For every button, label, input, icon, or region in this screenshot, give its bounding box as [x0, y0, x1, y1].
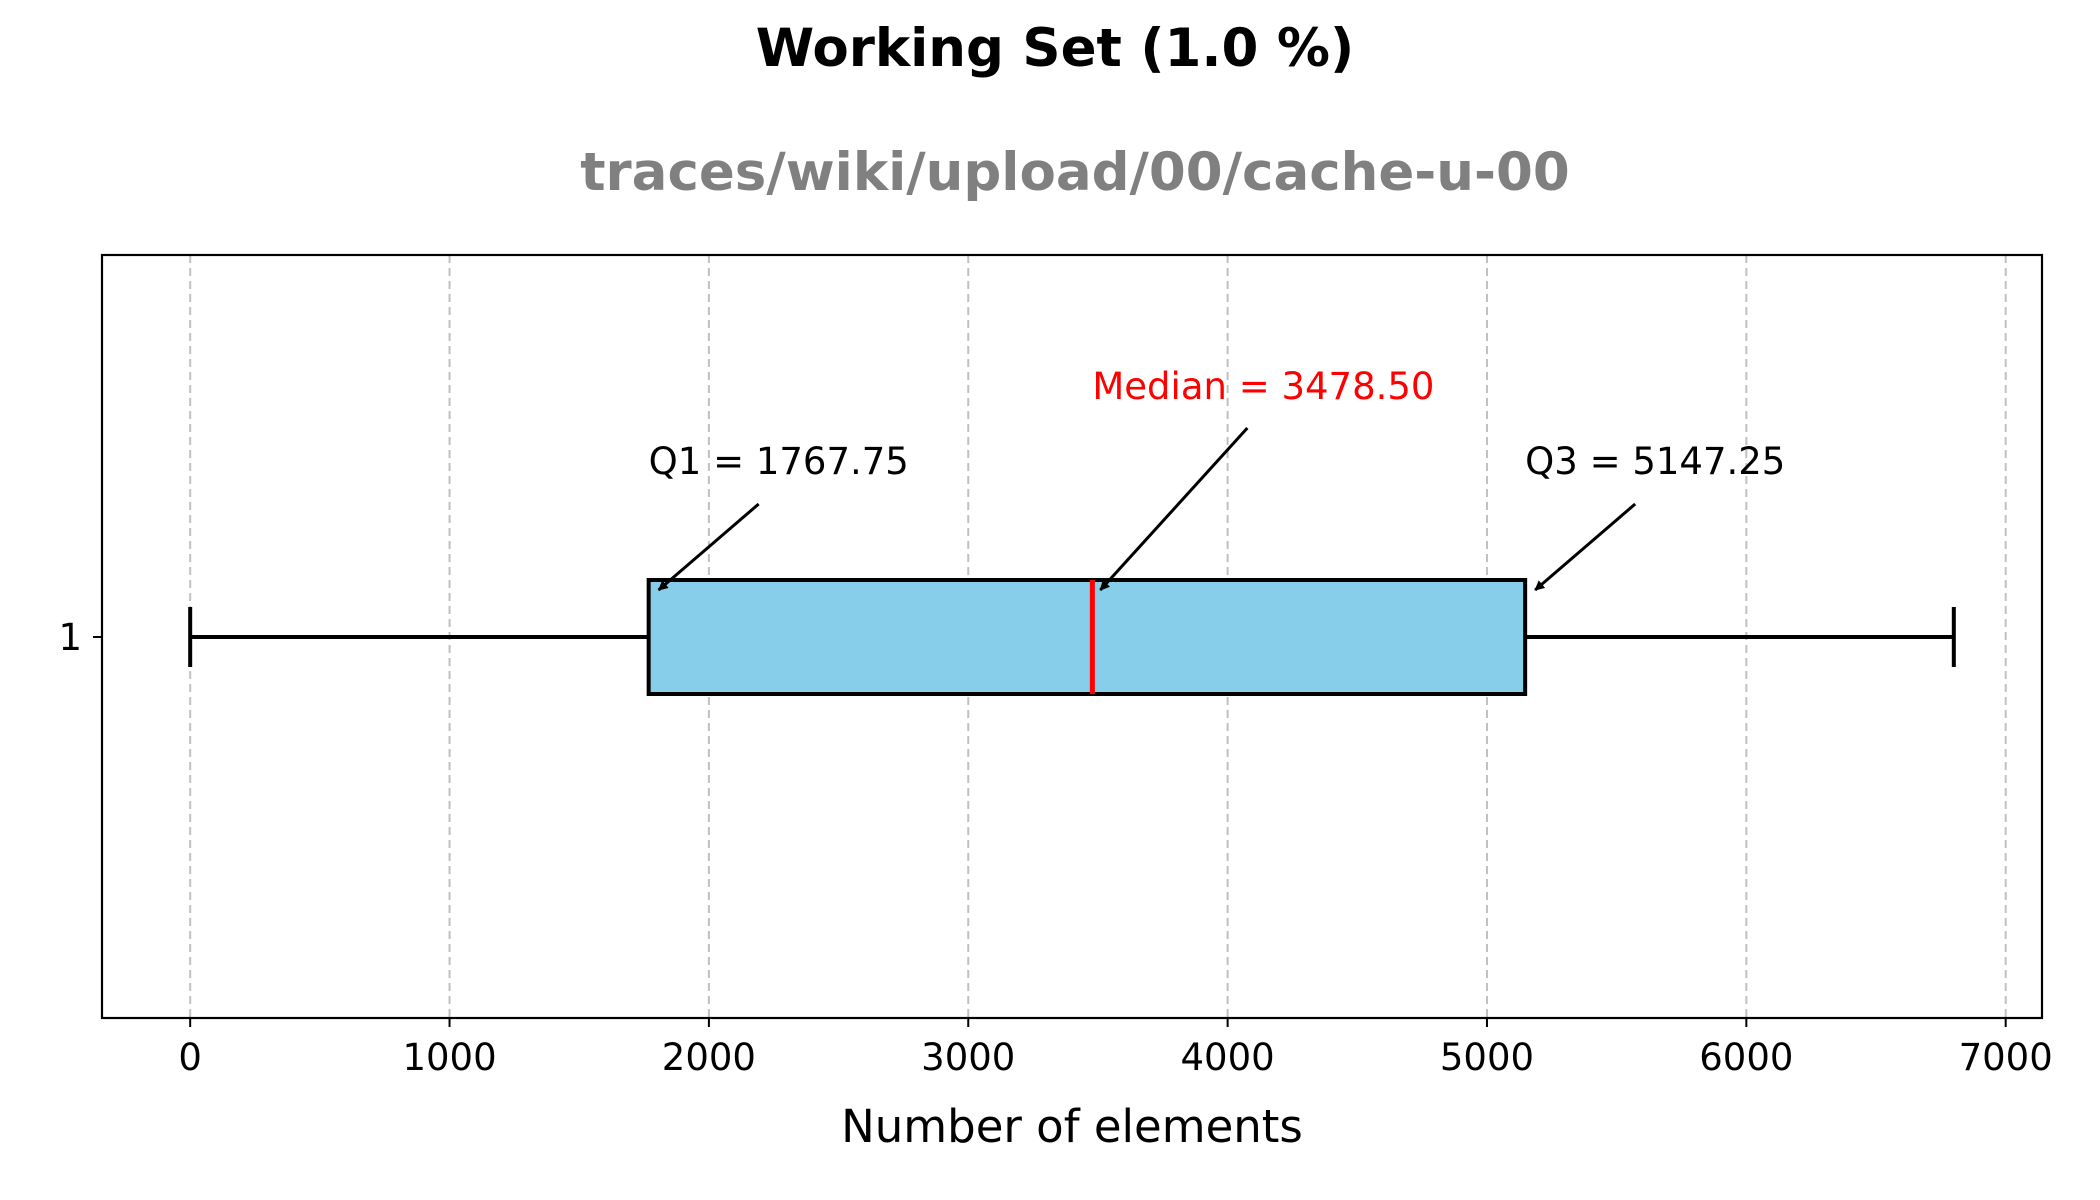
- x-axis-label: Number of elements: [841, 1100, 1303, 1153]
- q3-annotation-label: Q3 = 5147.25: [1525, 440, 1785, 483]
- box-series: [188, 578, 1956, 696]
- box-iqr: [646, 578, 1528, 696]
- x-tick-label: 0: [178, 1036, 202, 1079]
- x-tick-label: 6000: [1699, 1036, 1793, 1079]
- x-tick-label: 2000: [662, 1036, 756, 1079]
- x-tick-label: 4000: [1181, 1036, 1275, 1079]
- x-axis-ticks: 0 1000 2000 3000 4000 5000 6000 7000: [178, 1018, 2053, 1079]
- chart-subtitle: traces/wiki/upload/00/cache-u-00: [580, 142, 1570, 203]
- chart-title: Working Set (1.0 %): [756, 18, 1354, 79]
- x-tick-label: 5000: [1440, 1036, 1534, 1079]
- y-tick-label: 1: [58, 616, 82, 659]
- x-tick-label: 1000: [402, 1036, 496, 1079]
- median-annotation-label: Median = 3478.50: [1092, 365, 1434, 408]
- x-tick-label: 3000: [921, 1036, 1015, 1079]
- y-axis-ticks: 1: [58, 616, 102, 659]
- q1-annotation-label: Q1 = 1767.75: [649, 440, 909, 483]
- q1-annotation-arrow: [657, 502, 760, 592]
- annotations: Q1 = 1767.75 Median = 3478.50 Q3 = 5147.25: [649, 365, 1785, 592]
- median-annotation-arrow: [1099, 426, 1249, 592]
- q3-annotation-arrow: [1534, 502, 1637, 592]
- x-tick-label: 7000: [1959, 1036, 2053, 1079]
